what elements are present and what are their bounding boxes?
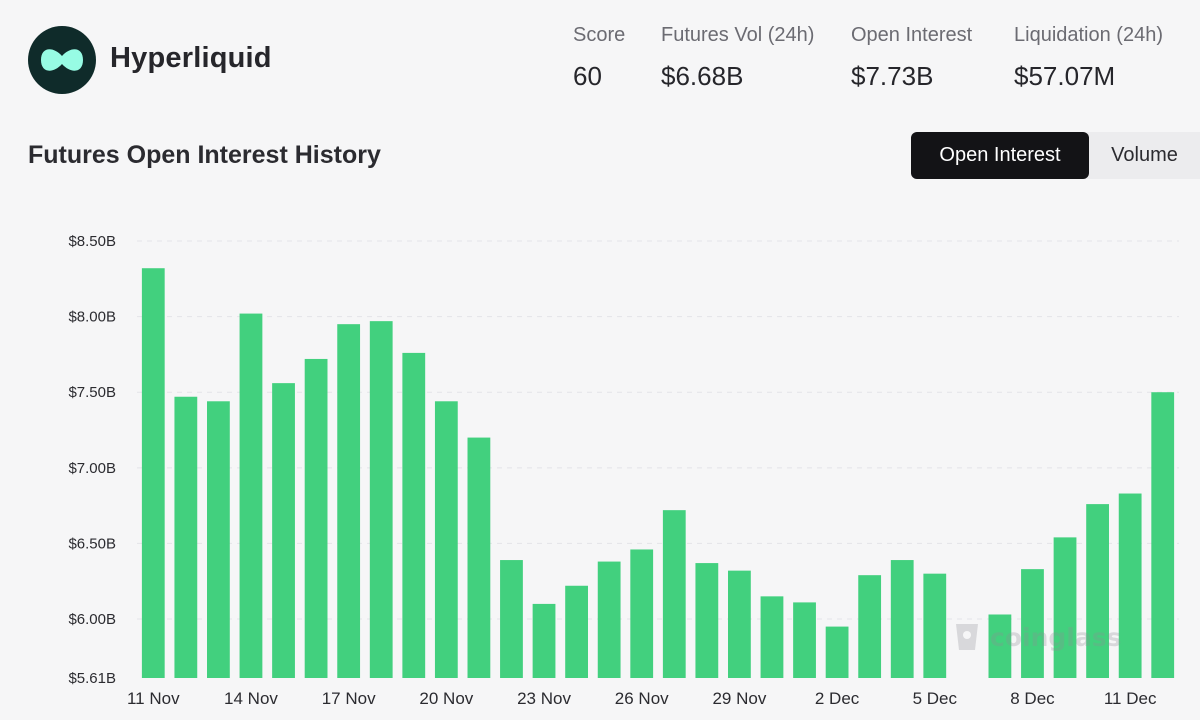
stat-open-interest: Open Interest $7.73B xyxy=(851,24,972,92)
bar[interactable] xyxy=(369,321,393,678)
y-tick-label: $5.61B xyxy=(68,670,116,687)
bar[interactable] xyxy=(207,401,230,678)
stat-value: $7.73B xyxy=(851,61,934,91)
bar[interactable] xyxy=(174,396,198,678)
section-title: Futures Open Interest History xyxy=(28,141,381,169)
x-tick-label: 2 Dec xyxy=(815,689,860,708)
y-tick-label: $8.50B xyxy=(68,233,116,250)
bar[interactable] xyxy=(532,603,556,678)
bar[interactable] xyxy=(597,561,621,678)
watermark-text: coinglass xyxy=(990,622,1122,652)
stat-score: Score 60 xyxy=(573,24,625,92)
bar[interactable] xyxy=(825,626,849,678)
tab-open-interest[interactable]: Open Interest xyxy=(911,132,1089,179)
bars xyxy=(141,268,1175,678)
bar[interactable] xyxy=(1086,504,1109,678)
chart-toggle-group: Open Interest Volume xyxy=(911,132,1200,179)
bar[interactable] xyxy=(1021,569,1044,678)
bar[interactable] xyxy=(565,585,588,678)
bar[interactable] xyxy=(858,575,882,678)
x-tick-label: 17 Nov xyxy=(322,689,376,708)
bar[interactable] xyxy=(793,602,816,678)
stat-label: Futures Vol (24h) xyxy=(661,24,815,46)
stat-futures-vol: Futures Vol (24h) $6.68B xyxy=(661,24,814,92)
bar[interactable] xyxy=(337,324,361,678)
y-tick-label: $6.00B xyxy=(68,611,116,628)
bar[interactable] xyxy=(1053,537,1077,678)
y-tick-label: $8.00B xyxy=(68,309,116,326)
bar[interactable] xyxy=(272,383,295,678)
tab-volume[interactable]: Volume xyxy=(1111,144,1178,166)
bar[interactable] xyxy=(467,437,491,678)
y-tick-label: $6.50B xyxy=(68,535,116,552)
y-axis-ticks: $8.50B $8.00B $7.50B $7.00B $6.50B $6.00B $5.6… xyxy=(68,233,116,687)
x-axis-ticks: 11 Nov 14 Nov 17 Nov 20 Nov 23 Nov 26 Nov 29 N… xyxy=(127,689,1157,708)
bar[interactable] xyxy=(728,570,751,678)
bar[interactable] xyxy=(1118,493,1142,678)
x-tick-label: 11 Dec xyxy=(1104,689,1157,708)
stat-liquidation: Liquidation (24h) $57.07M xyxy=(1014,24,1163,92)
x-tick-label: 29 Nov xyxy=(712,689,766,708)
x-tick-label: 14 Nov xyxy=(224,689,278,708)
hyperliquid-logo-icon xyxy=(41,49,83,71)
bar[interactable] xyxy=(500,560,523,678)
bar[interactable] xyxy=(630,549,654,678)
x-tick-label: 20 Nov xyxy=(419,689,473,708)
bar[interactable] xyxy=(141,268,165,678)
bar[interactable] xyxy=(890,560,914,678)
y-tick-label: $7.00B xyxy=(68,460,116,477)
stat-value: 60 xyxy=(573,61,602,91)
stat-value: $6.68B xyxy=(661,61,744,91)
bar[interactable] xyxy=(402,352,426,678)
stat-label: Liquidation (24h) xyxy=(1014,24,1163,46)
x-tick-label: 23 Nov xyxy=(517,689,571,708)
bar[interactable] xyxy=(695,563,719,678)
stat-label: Open Interest xyxy=(851,24,973,46)
coinglass-watermark-icon xyxy=(956,624,978,650)
coinglass-watermark: coinglass xyxy=(950,620,1121,654)
stat-value: $57.07M xyxy=(1014,61,1116,91)
x-tick-label: 5 Dec xyxy=(913,689,958,708)
x-tick-label: 8 Dec xyxy=(1010,689,1055,708)
bar[interactable] xyxy=(760,596,784,678)
hyperliquid-logo xyxy=(28,26,96,94)
bar[interactable] xyxy=(662,510,686,678)
bar[interactable] xyxy=(923,573,947,678)
brand-name: Hyperliquid xyxy=(110,42,272,74)
x-tick-label: 26 Nov xyxy=(615,689,669,708)
bar[interactable] xyxy=(304,358,328,678)
bar[interactable] xyxy=(988,614,1012,678)
bar[interactable] xyxy=(1151,392,1175,678)
bar[interactable] xyxy=(239,313,263,678)
x-tick-label: 11 Nov xyxy=(127,689,180,708)
stat-label: Score xyxy=(573,24,626,46)
bar[interactable] xyxy=(434,401,458,678)
y-tick-label: $7.50B xyxy=(68,384,116,401)
